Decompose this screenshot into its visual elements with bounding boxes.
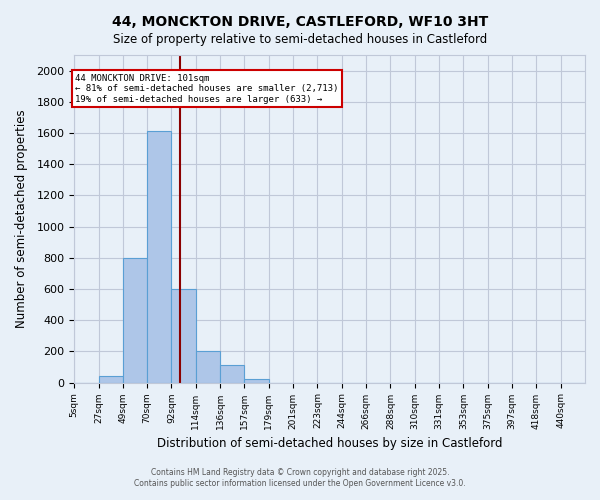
- Bar: [244, 380, 269, 382]
- Text: 44, MONCKTON DRIVE, CASTLEFORD, WF10 3HT: 44, MONCKTON DRIVE, CASTLEFORD, WF10 3HT: [112, 15, 488, 29]
- Text: 44 MONCKTON DRIVE: 101sqm
← 81% of semi-detached houses are smaller (2,713)
19% : 44 MONCKTON DRIVE: 101sqm ← 81% of semi-…: [75, 74, 338, 104]
- Bar: [196, 350, 220, 382]
- Bar: [147, 132, 172, 382]
- X-axis label: Distribution of semi-detached houses by size in Castleford: Distribution of semi-detached houses by …: [157, 437, 502, 450]
- Bar: [98, 376, 123, 382]
- Bar: [123, 258, 147, 382]
- Bar: [172, 289, 196, 382]
- Text: Contains HM Land Registry data © Crown copyright and database right 2025.
Contai: Contains HM Land Registry data © Crown c…: [134, 468, 466, 487]
- Y-axis label: Number of semi-detached properties: Number of semi-detached properties: [15, 110, 28, 328]
- Text: Size of property relative to semi-detached houses in Castleford: Size of property relative to semi-detach…: [113, 32, 487, 46]
- Bar: [220, 364, 244, 382]
